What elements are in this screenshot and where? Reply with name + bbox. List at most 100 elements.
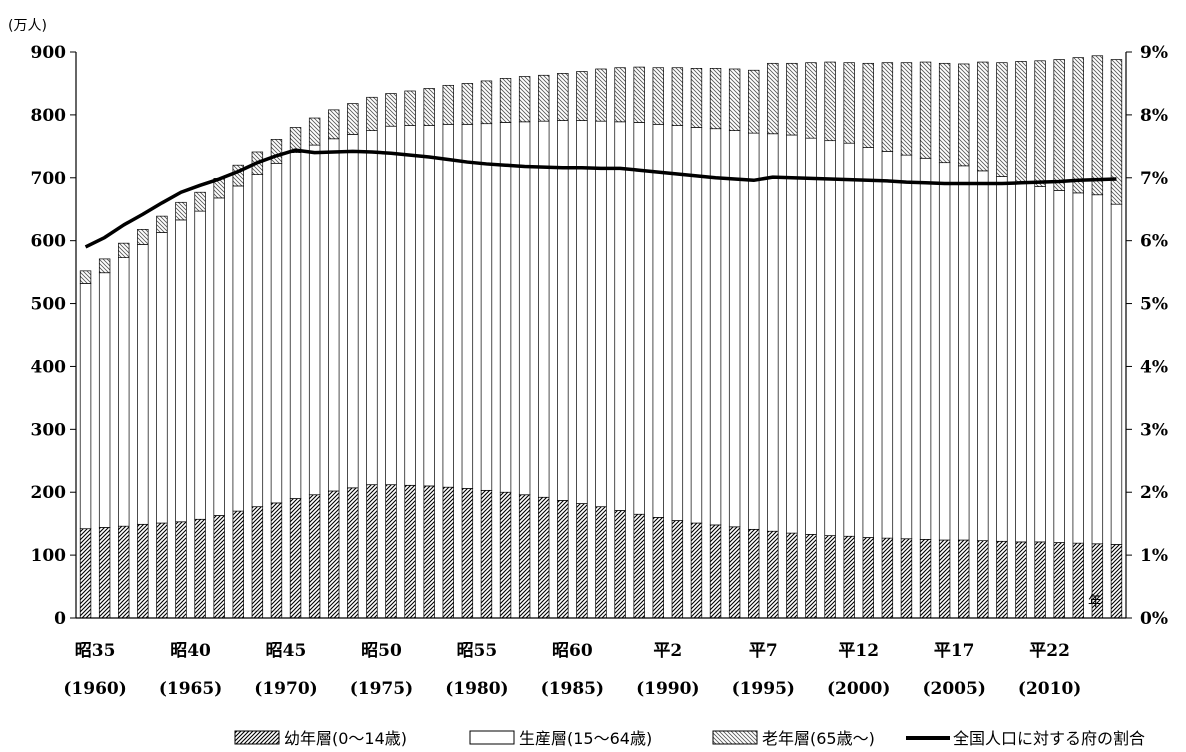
bar-working xyxy=(461,123,474,489)
bar-working xyxy=(499,122,512,493)
bar-young xyxy=(156,522,168,619)
x-tick-label-year: (2000) xyxy=(827,679,890,699)
bar-elder xyxy=(137,229,149,245)
bar-young xyxy=(480,489,493,619)
bar-elder xyxy=(1110,59,1123,205)
bar-elder xyxy=(118,242,130,258)
y-left-tick-label: 800 xyxy=(31,106,67,126)
y-left-tick-label: 600 xyxy=(31,232,67,252)
x-tick-label-era: 昭40 xyxy=(170,641,211,661)
bar-working xyxy=(919,157,932,540)
y-right-tick-label: 6% xyxy=(1140,232,1168,252)
right-y-axis: 0% 1% 2% 3% 4% 5% 6% 7% 8% 9% xyxy=(1126,43,1168,629)
bar-working xyxy=(347,134,359,489)
bar-young xyxy=(442,486,454,619)
bar-young xyxy=(652,517,664,619)
stacked-bars xyxy=(79,55,1123,619)
bar-working xyxy=(996,176,1008,542)
bar-elder xyxy=(633,66,645,123)
bar-elder xyxy=(824,61,836,142)
bar-working xyxy=(137,244,149,525)
bar-elder xyxy=(366,96,378,131)
bar-elder xyxy=(728,68,741,131)
bar-young xyxy=(538,496,550,619)
x-tick-label-year: (1975) xyxy=(350,679,413,699)
bar-young xyxy=(862,537,874,619)
x-axis-year-marker: 年 xyxy=(1088,594,1102,610)
bar-young xyxy=(328,490,340,619)
bar-young xyxy=(709,524,722,619)
bar-elder xyxy=(614,67,626,123)
bar-working xyxy=(824,140,836,536)
ratio-line-path xyxy=(84,148,1117,249)
bar-working xyxy=(175,219,187,523)
x-tick-label-year: (1990) xyxy=(636,679,699,699)
bar-working xyxy=(518,121,531,496)
bar-working xyxy=(1072,192,1084,544)
bar-elder xyxy=(156,215,168,233)
bar-working xyxy=(881,151,894,539)
bar-working xyxy=(900,154,913,540)
bar-working xyxy=(652,123,664,518)
bar-young xyxy=(308,494,321,619)
bar-elder xyxy=(958,63,970,167)
bar-elder xyxy=(709,67,722,130)
bar-working xyxy=(1034,186,1046,543)
bar-young xyxy=(900,538,913,619)
bar-elder xyxy=(308,117,321,146)
bar-young xyxy=(232,510,244,619)
y-right-tick-label: 2% xyxy=(1140,483,1168,503)
bar-young xyxy=(518,494,531,619)
bar-working xyxy=(79,283,92,530)
bar-elder xyxy=(98,258,111,274)
bar-young xyxy=(843,535,855,619)
bar-elder xyxy=(1015,61,1027,183)
bar-elder xyxy=(404,90,416,126)
bar-elder xyxy=(289,127,302,153)
x-tick-label-era: 昭60 xyxy=(552,641,593,661)
bar-elder xyxy=(919,61,932,159)
bar-young xyxy=(137,523,149,619)
y-right-tick-label: 0% xyxy=(1140,609,1168,629)
bar-elder xyxy=(805,62,817,139)
x-tick-label-era: 平7 xyxy=(749,641,778,661)
bar-young xyxy=(461,488,474,619)
bar-elder xyxy=(862,62,874,148)
ratio-line xyxy=(84,148,1117,249)
bar-young xyxy=(881,537,894,619)
bar-elder xyxy=(843,62,855,144)
y-left-tick-label: 400 xyxy=(31,357,67,377)
bar-young xyxy=(175,521,187,619)
bar-working xyxy=(1110,203,1123,545)
bar-young xyxy=(1015,541,1027,619)
x-tick-label-year: (2005) xyxy=(922,679,985,699)
x-tick-label-year: (1985) xyxy=(541,679,604,699)
bar-elder xyxy=(881,62,894,152)
bar-young xyxy=(423,485,435,619)
y-left-tick-label: 200 xyxy=(31,483,67,503)
legend-swatch-young xyxy=(234,730,280,745)
bar-elder xyxy=(1072,57,1084,194)
y-right-tick-label: 3% xyxy=(1140,420,1168,440)
bar-young xyxy=(499,491,512,619)
x-tick-label-year: (1960) xyxy=(63,679,126,699)
x-tick-label-year: (1970) xyxy=(254,679,317,699)
bar-elder xyxy=(576,71,588,121)
bar-working xyxy=(1053,190,1065,543)
bar-working xyxy=(709,128,722,526)
bar-working xyxy=(786,134,798,534)
bar-working xyxy=(538,120,550,498)
bar-working xyxy=(289,152,302,499)
bar-working xyxy=(728,130,741,528)
bar-working xyxy=(671,125,684,521)
bar-working xyxy=(1015,181,1027,543)
bar-working xyxy=(213,197,225,516)
y-right-tick-label: 9% xyxy=(1140,43,1168,63)
bar-elder xyxy=(767,62,779,135)
bar-elder xyxy=(79,270,92,284)
legend-item-young: 幼年層(0～14歳) xyxy=(234,729,407,748)
bar-young xyxy=(767,530,779,619)
bar-working xyxy=(595,120,607,508)
bar-young xyxy=(289,498,302,619)
y-axis-unit-label: (万人) xyxy=(8,18,47,34)
